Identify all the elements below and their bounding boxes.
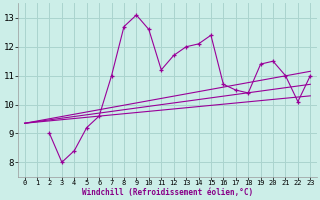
X-axis label: Windchill (Refroidissement éolien,°C): Windchill (Refroidissement éolien,°C) [82, 188, 253, 197]
